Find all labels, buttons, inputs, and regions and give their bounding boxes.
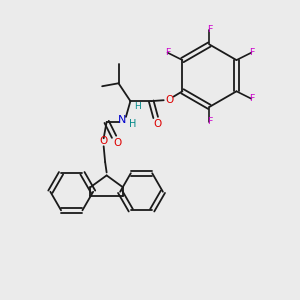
Text: O: O	[100, 136, 108, 146]
Text: F: F	[165, 48, 170, 57]
Text: O: O	[113, 138, 121, 148]
Text: O: O	[153, 119, 161, 129]
Text: H: H	[129, 119, 136, 129]
Text: F: F	[207, 25, 212, 34]
Text: N: N	[118, 115, 127, 124]
Text: H: H	[134, 102, 141, 111]
Text: F: F	[207, 117, 212, 126]
Text: F: F	[249, 94, 254, 103]
Text: F: F	[249, 48, 254, 57]
Text: O: O	[165, 94, 173, 105]
